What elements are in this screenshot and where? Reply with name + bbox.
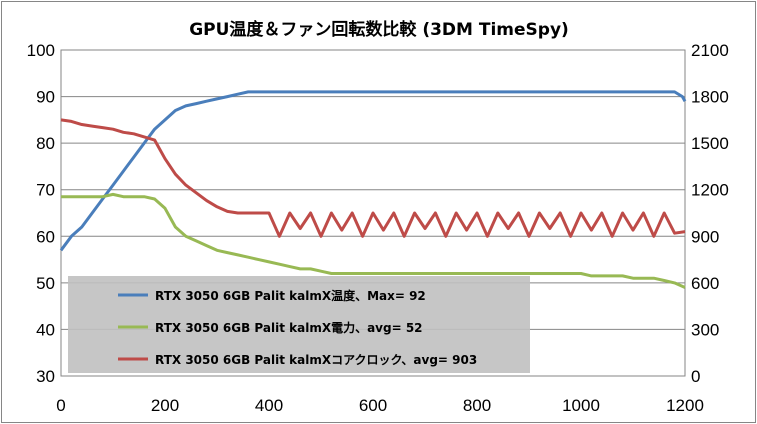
legend: RTX 3050 6GB Palit kalmX温度、Max= 92 RTX 30… <box>68 276 530 373</box>
legend-label-2: RTX 3050 6GB Palit kalmX電力、avg= 52 <box>155 320 423 335</box>
y-tick-label: 30 <box>36 367 55 386</box>
y2-tick-label: 900 <box>691 227 719 246</box>
x-tick-label: 400 <box>255 396 283 415</box>
y-axis-ticks: 30 40 50 60 70 80 90 100 <box>27 41 55 386</box>
series-lines <box>59 90 687 289</box>
series-line-3 <box>60 118 686 238</box>
y2-tick-label: 1500 <box>691 134 729 153</box>
y2-tick-label: 2100 <box>691 41 729 60</box>
x-tick-label: 1000 <box>562 396 600 415</box>
y2-axis-ticks: 0 300 600 900 1200 1500 1800 2100 <box>691 41 729 386</box>
y2-tick-label: 1800 <box>691 88 729 107</box>
y-tick-label: 70 <box>36 181 55 200</box>
x-tick-label: 0 <box>56 396 65 415</box>
y-tick-label: 60 <box>36 227 55 246</box>
x-tick-label: 600 <box>359 396 387 415</box>
y-tick-label: 40 <box>36 320 55 339</box>
series-line-1 <box>59 90 687 252</box>
x-axis-ticks: 0 200 400 600 800 1000 1200 <box>56 396 704 415</box>
series-line-2 <box>61 192 686 289</box>
y2-tick-label: 0 <box>691 367 700 386</box>
x-tick-label: 200 <box>151 396 179 415</box>
legend-label-1: RTX 3050 6GB Palit kalmX温度、Max= 92 <box>155 288 426 303</box>
legend-box <box>68 276 530 373</box>
y2-tick-label: 1200 <box>691 181 729 200</box>
legend-label-3: RTX 3050 6GB Palit kalmXコアクロック、avg= 903 <box>155 353 477 367</box>
y2-tick-label: 300 <box>691 320 719 339</box>
y-tick-label: 80 <box>36 134 55 153</box>
x-tick-label: 1200 <box>666 396 704 415</box>
y-tick-label: 90 <box>36 88 55 107</box>
x-tick-label: 800 <box>463 396 491 415</box>
chart-title: GPU温度＆ファン回転数比較 (3DM TimeSpy) <box>189 19 569 40</box>
y-tick-label: 100 <box>27 41 55 60</box>
y-tick-label: 50 <box>36 274 55 293</box>
plot-area <box>60 49 686 377</box>
y2-tick-label: 600 <box>691 274 719 293</box>
